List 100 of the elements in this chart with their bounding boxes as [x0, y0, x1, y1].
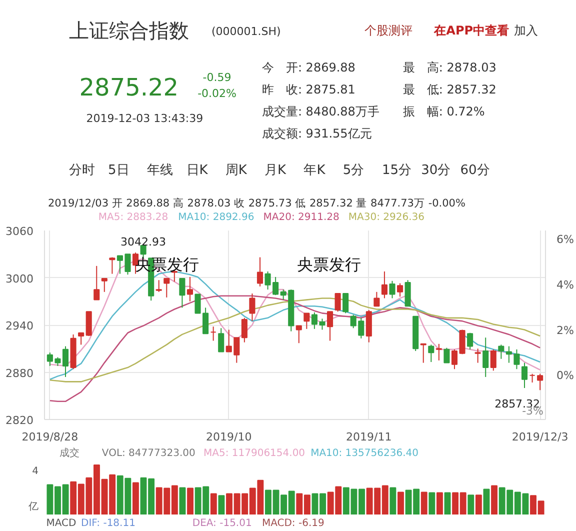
- candlestick: [101, 278, 108, 292]
- x-tick-label: 2019/12/3: [512, 430, 568, 444]
- bar: [444, 492, 451, 514]
- bar: [475, 494, 482, 514]
- candlestick: [202, 307, 209, 334]
- candlestick: [241, 317, 248, 343]
- text: 成交: [59, 447, 80, 459]
- text: 最 高: 2878.03: [402, 60, 496, 74]
- text: 昨 收: 2875.81: [262, 82, 356, 96]
- text: DIF: -18.11: [81, 518, 136, 529]
- bar: [390, 487, 396, 514]
- bar: [187, 488, 194, 514]
- x-tick-label: 2019/10: [206, 430, 252, 444]
- text: 年线: [147, 163, 174, 178]
- candlestick: [94, 265, 100, 300]
- text: MA5: 117906154.00: [204, 448, 306, 459]
- text: 个股测评: [364, 24, 413, 38]
- text: (000001.SH): [212, 25, 281, 38]
- text: 月K: [264, 163, 287, 178]
- candlestick: [498, 344, 504, 360]
- candlestick: [179, 278, 186, 308]
- text: MA20: 2911.28: [263, 212, 340, 223]
- y-tick-label: 2880: [6, 366, 34, 380]
- annotation: -3%: [522, 404, 544, 418]
- annotation: 3042.93: [120, 235, 166, 248]
- y2-tick-label: 2%: [556, 324, 574, 337]
- text: 2019-12-03 13:43:39: [86, 112, 204, 125]
- candlestick: [490, 348, 496, 372]
- chart-subtitle: 2019/12/03 开 2869.88 高 2878.03 收 2875.73 低 2857.32 量 8477.73万 -0.00%: [48, 196, 466, 210]
- bar: [468, 494, 474, 514]
- text: 30分: [421, 163, 451, 178]
- y2-tick-label: 0%: [556, 369, 574, 382]
- text: 上证综合指数: [68, 18, 189, 42]
- text: 4: [32, 466, 39, 477]
- candlestick: [396, 282, 404, 298]
- text: 15分: [382, 163, 412, 178]
- candlestick: [389, 280, 396, 299]
- text: 最 低: 2857.32: [402, 82, 496, 96]
- y-tick-label: 3060: [6, 225, 34, 238]
- y-tick-label: 3000: [6, 272, 34, 286]
- candlestick: [404, 280, 411, 307]
- annotation: 央票发行: [296, 255, 361, 274]
- text: 亿: [28, 502, 38, 513]
- text: MA10: 2892.96: [178, 212, 254, 223]
- bar: [179, 487, 186, 514]
- text: 成交额: 931.55亿元: [262, 126, 372, 140]
- text: -0.02%: [198, 87, 237, 100]
- bar: [483, 488, 490, 514]
- line-series: [49, 270, 541, 380]
- candlestick: [218, 328, 224, 352]
- line-series: [49, 298, 541, 382]
- y2-tick-label: 6%: [556, 233, 574, 246]
- candlestick: [296, 325, 302, 344]
- candlestick: [249, 293, 256, 322]
- text: 60分: [460, 163, 490, 178]
- text: MA30: 2926.36: [348, 212, 424, 223]
- candlestick: [428, 344, 434, 363]
- bar: [420, 492, 428, 514]
- candlestick: [334, 293, 341, 312]
- text: 年K: [304, 163, 326, 178]
- text: 分时: [68, 163, 95, 178]
- candlestick: [444, 347, 450, 364]
- text: -0.59: [202, 71, 232, 84]
- text: 周K: [225, 163, 248, 178]
- candlestick: [482, 337, 489, 378]
- text: 5分: [342, 163, 364, 178]
- candlestick: [467, 332, 474, 350]
- candlestick: [537, 373, 544, 391]
- candlestick: [374, 291, 380, 307]
- candlestick: [420, 343, 426, 364]
- x-tick-label: 2019/11: [346, 430, 392, 444]
- text: 加入: [514, 24, 538, 38]
- candlestick: [210, 326, 216, 342]
- text: 日K: [186, 163, 208, 178]
- candlestick: [156, 280, 162, 292]
- text: MA5: 2883.28: [98, 212, 168, 223]
- y2-tick-label: 4%: [556, 278, 574, 292]
- candlestick: [381, 270, 388, 299]
- candlestick: [326, 311, 334, 342]
- candlestick: [342, 293, 349, 314]
- text: 成交量: 8480.88万手: [262, 104, 380, 118]
- candlestick: [186, 276, 194, 302]
- y-tick-label: 2820: [6, 414, 34, 427]
- text: 5日: [108, 163, 130, 178]
- bar: [132, 482, 139, 514]
- candlestick: [521, 362, 528, 388]
- text: 今 开: 2869.88: [262, 60, 356, 74]
- text: 振 幅: 0.72%: [402, 104, 485, 118]
- text: 2875.22: [79, 74, 179, 102]
- y-tick-label: 2940: [6, 320, 34, 332]
- candlestick: [194, 294, 201, 314]
- text: MA10: 135756236.40: [310, 448, 418, 459]
- candlestick: [164, 278, 170, 298]
- x-tick-label: 2019/8/28: [22, 430, 78, 444]
- series-label: VOL: 84777323.00: [102, 448, 196, 459]
- text: 在APP中查看: [433, 24, 510, 38]
- candlestick: [304, 312, 310, 330]
- candlestick: [436, 343, 442, 361]
- text: DEA: -15.01: [192, 518, 252, 529]
- bar: [218, 495, 225, 514]
